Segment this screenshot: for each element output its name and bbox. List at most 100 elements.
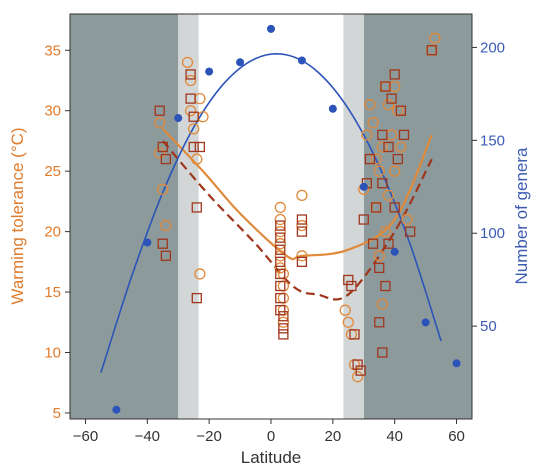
tolerance-circle-point bbox=[382, 189, 395, 201]
tolerance-square-point bbox=[275, 244, 286, 255]
tolerance-square-point bbox=[395, 105, 407, 116]
tolerance-square-point bbox=[160, 250, 172, 261]
tolerance-circle-point bbox=[274, 238, 286, 250]
tolerance-square-point bbox=[377, 129, 388, 141]
tolerance-square-point bbox=[343, 274, 354, 286]
genera-count-point bbox=[143, 238, 152, 247]
tolerance-square-point bbox=[398, 129, 410, 141]
y-right-tick-label: 200 bbox=[480, 39, 505, 56]
tolerance-circle-point bbox=[277, 316, 290, 328]
y-left-tick-label: 15 bbox=[44, 284, 61, 301]
tolerance-dashed-line bbox=[161, 140, 433, 301]
tolerance-square-point bbox=[191, 202, 202, 213]
tolerance-square-point bbox=[160, 153, 172, 165]
y-right-tick-label: 100 bbox=[480, 225, 505, 242]
tolerance-circle-point bbox=[367, 117, 379, 129]
tolerance-square-point bbox=[188, 111, 199, 122]
tolerance-circle-point bbox=[184, 74, 197, 87]
tolerance-circle-point bbox=[277, 304, 290, 316]
tolerance-circle-point bbox=[373, 250, 385, 262]
tolerance-square-point bbox=[188, 141, 199, 153]
tolerance-square-point bbox=[405, 226, 416, 237]
tolerance-circle-point bbox=[274, 262, 286, 274]
tolerance-circle-point bbox=[351, 371, 364, 383]
tolerance-circle-point bbox=[160, 219, 172, 232]
tolerance-circle-point bbox=[194, 268, 206, 280]
tolerance-square-point bbox=[275, 256, 286, 267]
tolerance-square-point bbox=[374, 262, 385, 274]
tolerance-circle-point bbox=[154, 117, 166, 129]
y-left-tick-label: 25 bbox=[44, 163, 61, 180]
tolerance-square-point bbox=[296, 256, 308, 267]
y-left-tick-label: 20 bbox=[44, 224, 61, 241]
tolerance-square-point bbox=[364, 153, 376, 165]
tolerance-square-point bbox=[346, 280, 357, 292]
tolerance-circle-point bbox=[429, 32, 441, 44]
tolerance-circle-point bbox=[339, 304, 351, 316]
tolerance-square-point bbox=[352, 359, 363, 370]
genera-count-point bbox=[359, 182, 368, 191]
genera-fit-line bbox=[100, 53, 442, 373]
tolerance-circle-point bbox=[296, 189, 308, 201]
tolerance-square-point bbox=[275, 305, 286, 316]
x-tick-label: 40 bbox=[386, 428, 403, 445]
tolerance-circle-point bbox=[395, 141, 407, 153]
dark-band-1 bbox=[363, 14, 472, 419]
tolerance-circle-point bbox=[370, 153, 382, 165]
tolerance-square-point bbox=[278, 311, 289, 322]
tolerance-square-point bbox=[191, 292, 202, 304]
tolerance-square-point bbox=[377, 347, 388, 358]
x-tick-label: 20 bbox=[325, 428, 342, 445]
y-right-tick-label: 50 bbox=[480, 318, 497, 335]
dark-band-0 bbox=[70, 14, 179, 419]
tolerance-square-point bbox=[275, 232, 286, 243]
tolerance-square-point bbox=[380, 81, 391, 92]
tolerance-square-point bbox=[377, 178, 388, 189]
genera-count-point bbox=[174, 114, 183, 123]
tolerance-circle-point bbox=[296, 219, 308, 232]
tolerance-square-point bbox=[157, 238, 168, 249]
genera-count-point bbox=[267, 24, 275, 33]
x-tick-label: −60 bbox=[73, 428, 98, 445]
tolerance-square-point bbox=[374, 317, 385, 328]
genera-count-point bbox=[205, 67, 214, 76]
tolerance-circle-point bbox=[364, 99, 376, 111]
tolerance-square-point bbox=[367, 238, 379, 249]
y-axis-right-title: Number of genera bbox=[512, 147, 531, 285]
tolerance-square-point bbox=[296, 214, 308, 225]
tolerance-circle-point bbox=[342, 316, 354, 328]
tolerance-square-point bbox=[389, 69, 400, 80]
tolerance-circle-point bbox=[376, 298, 388, 310]
genera-count-point bbox=[328, 104, 337, 113]
tolerance-square-point bbox=[383, 238, 394, 249]
tolerance-square-point bbox=[296, 226, 308, 237]
trend-lines bbox=[100, 53, 442, 373]
tolerance-square-point bbox=[380, 280, 391, 292]
tolerance-circle-point bbox=[274, 225, 286, 238]
tolerance-circle-point bbox=[157, 183, 169, 195]
tolerance-square-point bbox=[275, 292, 286, 304]
tolerance-square-point bbox=[392, 153, 403, 165]
x-tick-label: −40 bbox=[135, 428, 160, 445]
tolerance-circle-point bbox=[154, 147, 166, 159]
tolerance-square-point bbox=[355, 365, 366, 376]
tolerance-solid-line bbox=[162, 128, 433, 261]
tolerance-circle-point bbox=[389, 165, 401, 177]
tolerance-circle-point bbox=[191, 153, 203, 165]
tolerance-square-point bbox=[358, 214, 369, 225]
y-right-tick-label: 150 bbox=[480, 132, 505, 149]
tolerance-square-point bbox=[426, 45, 437, 56]
y-left-tick-label: 30 bbox=[44, 103, 61, 120]
tolerance-square-point bbox=[154, 105, 165, 116]
genera-count-point bbox=[452, 359, 461, 368]
y-left-tick-label: 10 bbox=[44, 345, 61, 362]
tolerance-square-point bbox=[349, 329, 360, 340]
tolerance-circle-point bbox=[361, 129, 373, 141]
tolerance-square-point bbox=[194, 141, 206, 153]
tolerance-circle-point bbox=[188, 123, 200, 135]
tolerance-circle-point bbox=[184, 105, 197, 117]
genera-count-point bbox=[236, 58, 245, 67]
tolerance-circle-point bbox=[277, 292, 290, 304]
